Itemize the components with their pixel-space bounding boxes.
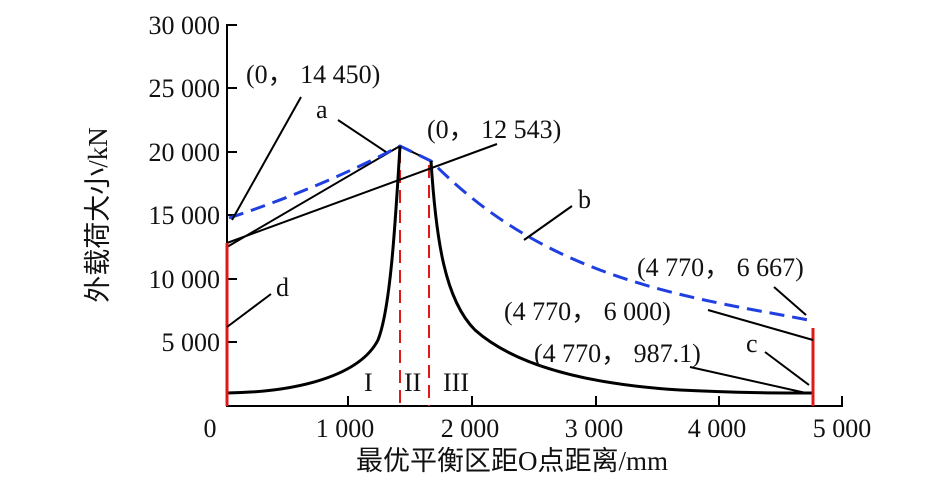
y-tick-labels: 30 000 25 000 20 000 15 000 10 000 5 000 bbox=[149, 11, 221, 357]
label-c: c bbox=[746, 329, 758, 358]
leader-d bbox=[226, 293, 272, 328]
label-d: d bbox=[276, 273, 289, 302]
y-tick-5000: 5 000 bbox=[162, 328, 221, 357]
leader-b bbox=[523, 205, 573, 241]
annotations: (0， 14 450) a (0， 12 543) b d (4 770， 6 … bbox=[246, 60, 804, 397]
leader-6667 bbox=[773, 286, 807, 316]
x-tick-2000: 2 000 bbox=[441, 414, 500, 443]
label-b: b bbox=[578, 185, 591, 214]
x-tick-1000: 1 000 bbox=[316, 414, 375, 443]
x-axis-title: 最优平衡区距O点距离/mm bbox=[356, 446, 668, 476]
region-separators bbox=[399, 150, 430, 406]
x-tick-4000: 4 000 bbox=[688, 414, 747, 443]
leader-lines bbox=[226, 96, 814, 394]
x-tick-0: 0 bbox=[204, 414, 217, 443]
label-0-14450: (0， 14 450) bbox=[246, 60, 380, 89]
label-4770-987: (4 770， 987.1) bbox=[534, 339, 701, 368]
y-tick-25000: 25 000 bbox=[149, 74, 221, 103]
series-a-extension bbox=[226, 143, 498, 244]
x-tick-5000: 5 000 bbox=[813, 414, 872, 443]
x-tick-3000: 3 000 bbox=[565, 414, 624, 443]
y-tick-15000: 15 000 bbox=[149, 201, 221, 230]
x-tick-labels: 0 1 000 2 000 3 000 4 000 5 000 bbox=[204, 414, 872, 443]
series-c-right bbox=[429, 160, 814, 395]
y-axis-title: 外载荷大小/kN bbox=[83, 127, 113, 303]
leader-c bbox=[764, 351, 810, 386]
y-tick-20000: 20 000 bbox=[149, 138, 221, 167]
label-4770-6000: (4 770， 6 000) bbox=[504, 297, 671, 326]
leader-987 bbox=[689, 366, 807, 394]
label-4770-6667: (4 770， 6 667) bbox=[637, 253, 804, 282]
leader-a bbox=[337, 119, 387, 153]
y-tick-10000: 10 000 bbox=[149, 265, 221, 294]
region-label-2: II bbox=[404, 368, 421, 397]
series-c-left bbox=[226, 145, 402, 395]
label-0-12543: (0， 12 543) bbox=[427, 115, 561, 144]
region-label-3: III bbox=[443, 368, 469, 397]
series-b-curve bbox=[228, 144, 814, 323]
leader-6000 bbox=[707, 309, 814, 341]
leader-14450 bbox=[231, 96, 302, 221]
region-label-1: I bbox=[364, 368, 373, 397]
label-a: a bbox=[316, 95, 328, 124]
y-tick-30000: 30 000 bbox=[149, 11, 221, 40]
